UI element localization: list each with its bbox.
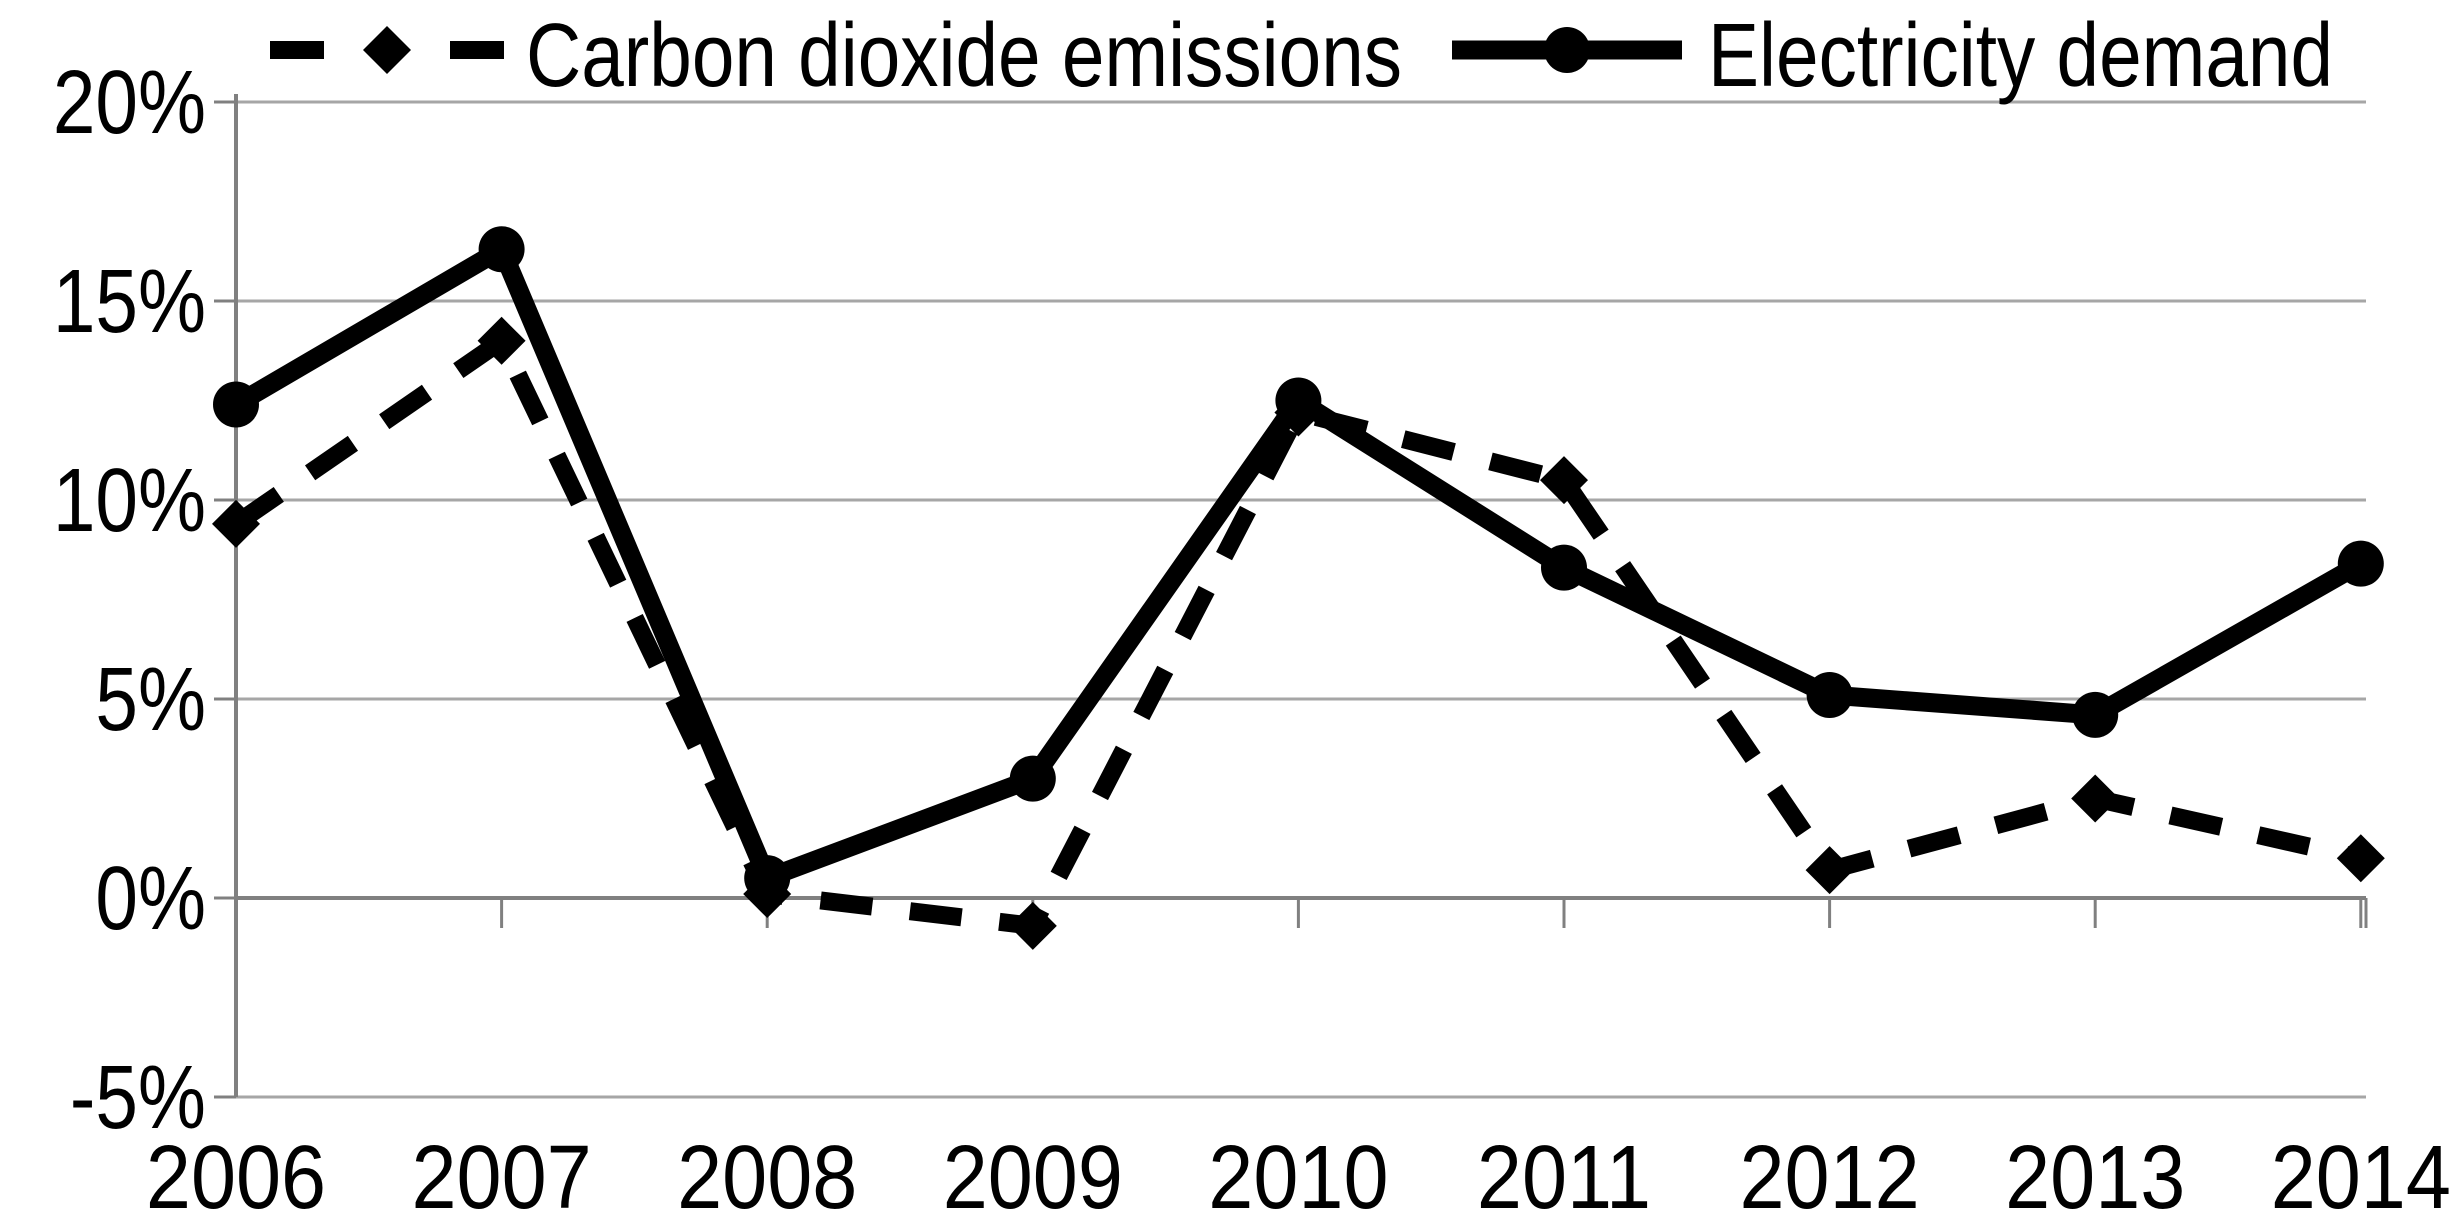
circle-marker-icon xyxy=(1544,27,1590,73)
y-tick-label: 0% xyxy=(95,849,206,949)
diamond-marker-icon xyxy=(363,26,411,74)
x-tick-label: 2010 xyxy=(1208,1128,1388,1228)
x-tick-label: 2013 xyxy=(2005,1128,2185,1228)
diamond-data-point-marker xyxy=(2336,834,2385,883)
circle-data-point-marker xyxy=(1806,672,1853,719)
x-tick-label: 2009 xyxy=(943,1128,1123,1228)
y-axis-labels: 20% 15% 10% 5% 0% -5% xyxy=(53,53,206,1148)
x-tick-label: 2008 xyxy=(677,1128,857,1228)
x-tick-label: 2012 xyxy=(1740,1128,1920,1228)
legend-label-carbon-dioxide-emissions: Carbon dioxide emissions xyxy=(526,6,1402,106)
circle-data-point-marker xyxy=(478,226,525,273)
circle-data-point-marker xyxy=(213,381,259,428)
x-tick-label: 2011 xyxy=(1477,1128,1651,1228)
y-tick-label: 5% xyxy=(95,650,206,750)
diamond-data-point-marker xyxy=(1805,846,1854,895)
circle-data-point-marker xyxy=(1541,544,1587,591)
x-tick-label: 2007 xyxy=(412,1128,592,1228)
diamond-data-point-marker xyxy=(477,316,526,365)
circle-data-point-marker xyxy=(2337,540,2384,587)
diamond-data-point-marker xyxy=(1008,901,1057,950)
y-tick-label: 15% xyxy=(53,252,206,352)
electricity-series-line xyxy=(231,235,2366,891)
circle-data-point-marker xyxy=(2072,691,2119,738)
circle-data-point-marker xyxy=(1009,755,1056,802)
diamond-data-point-marker xyxy=(2071,774,2120,823)
legend-label-electricity-demand: Electricity demand xyxy=(1708,6,2333,106)
legend-item-electricity-demand: Electricity demand xyxy=(1452,6,2333,106)
circle-data-point-marker xyxy=(1275,377,1322,424)
diamond-data-point-marker xyxy=(1540,456,1588,505)
co2-series-line xyxy=(230,327,2363,936)
diamond-data-point-marker xyxy=(212,499,260,548)
y-tick-label: -5% xyxy=(70,1048,206,1148)
x-tick-label: 2014 xyxy=(2271,1128,2451,1228)
y-tick-label: 20% xyxy=(53,53,206,153)
y-gridlines xyxy=(236,100,2366,1099)
plot-series xyxy=(212,226,2385,950)
axes xyxy=(214,94,2368,1099)
electricity-series-markers xyxy=(213,226,2384,902)
legend: Carbon dioxide emissions Electricity dem… xyxy=(270,6,2333,106)
legend-item-carbon-dioxide-emissions: Carbon dioxide emissions xyxy=(270,6,1402,106)
x-axis-labels: 2006 2007 2008 2009 2010 2011 2012 2013 2014 xyxy=(146,1128,2451,1228)
circle-data-point-marker xyxy=(744,855,791,902)
y-tick-label: 10% xyxy=(53,451,206,551)
x-tick-label: 2006 xyxy=(146,1128,326,1228)
